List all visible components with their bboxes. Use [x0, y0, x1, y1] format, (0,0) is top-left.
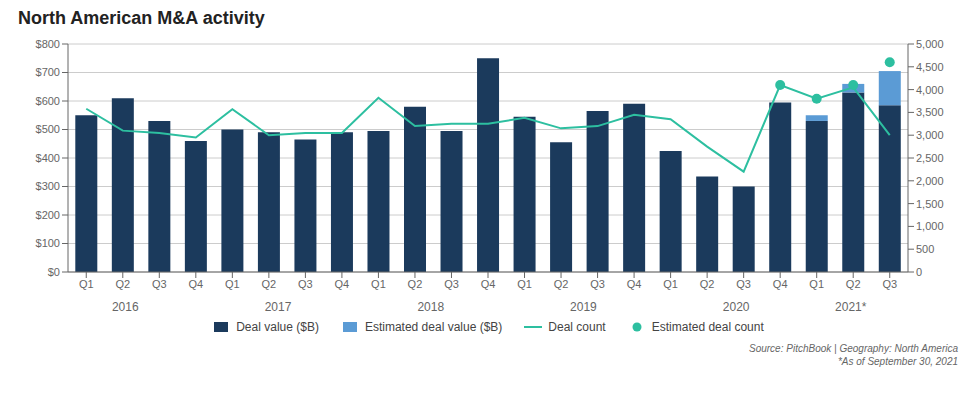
svg-text:2,500: 2,500: [916, 152, 944, 164]
svg-text:2020: 2020: [723, 300, 750, 314]
svg-text:Q3: Q3: [152, 278, 167, 290]
svg-text:$300: $300: [36, 180, 60, 192]
svg-text:2016: 2016: [112, 300, 139, 314]
html-text:Estimated deal value ($B): Estimated deal value ($B): [364, 320, 503, 334]
html-text:Estimated deal count: Estimated deal count: [651, 320, 764, 334]
html-text:Deal value ($B): Deal value ($B): [236, 320, 319, 334]
svg-text:Q3: Q3: [444, 278, 459, 290]
svg-text:$600: $600: [36, 95, 60, 107]
svg-text:Q1: Q1: [809, 278, 824, 290]
svg-text:Q3: Q3: [736, 278, 751, 290]
svg-text:$800: $800: [36, 38, 60, 50]
svg-text:5,000: 5,000: [916, 38, 944, 50]
svg-text:1,000: 1,000: [916, 220, 944, 232]
svg-text:Q3: Q3: [298, 278, 313, 290]
svg-text:Q1: Q1: [663, 278, 678, 290]
svg-text:3,000: 3,000: [916, 129, 944, 141]
svg-text:Q2: Q2: [262, 278, 277, 290]
svg-text:$500: $500: [36, 123, 60, 135]
svg-text:4,000: 4,000: [916, 84, 944, 96]
svg-text:Q4: Q4: [627, 278, 642, 290]
svg-text:2,000: 2,000: [916, 175, 944, 187]
html-text:Deal count: Deal count: [548, 320, 606, 334]
html-text:*As of September 30, 2021: *As of September 30, 2021: [837, 356, 958, 367]
svg-text:$700: $700: [36, 66, 60, 78]
svg-text:Q2: Q2: [700, 278, 715, 290]
svg-text:Q4: Q4: [335, 278, 350, 290]
html-text:North American M&A activity: North American M&A activity: [18, 8, 265, 28]
svg-text:0: 0: [916, 266, 922, 278]
svg-text:Q2: Q2: [408, 278, 423, 290]
svg-text:$200: $200: [36, 209, 60, 221]
svg-text:Q4: Q4: [481, 278, 496, 290]
svg-text:Q3: Q3: [882, 278, 897, 290]
svg-text:Q2: Q2: [846, 278, 861, 290]
svg-text:Q4: Q4: [188, 278, 203, 290]
svg-text:2021*: 2021*: [835, 300, 867, 314]
svg-text:Q1: Q1: [371, 278, 386, 290]
svg-text:4,500: 4,500: [916, 61, 944, 73]
svg-text:$100: $100: [36, 237, 60, 249]
svg-text:$0: $0: [48, 266, 60, 278]
svg-text:Q4: Q4: [773, 278, 788, 290]
svg-text:Q2: Q2: [115, 278, 130, 290]
html-text:Source: PitchBook | Geography:: Source: PitchBook | Geography: North Ame…: [749, 343, 958, 354]
svg-text:500: 500: [916, 243, 934, 255]
svg-text:$400: $400: [36, 152, 60, 164]
svg-text:2018: 2018: [417, 300, 444, 314]
svg-text:3,500: 3,500: [916, 106, 944, 118]
svg-text:Q2: Q2: [554, 278, 569, 290]
svg-text:1,500: 1,500: [916, 198, 944, 210]
svg-text:Q3: Q3: [590, 278, 605, 290]
svg-text:2019: 2019: [570, 300, 597, 314]
svg-text:Q1: Q1: [517, 278, 532, 290]
svg-text:Q1: Q1: [225, 278, 240, 290]
svg-text:2017: 2017: [265, 300, 292, 314]
svg-text:Q1: Q1: [79, 278, 94, 290]
